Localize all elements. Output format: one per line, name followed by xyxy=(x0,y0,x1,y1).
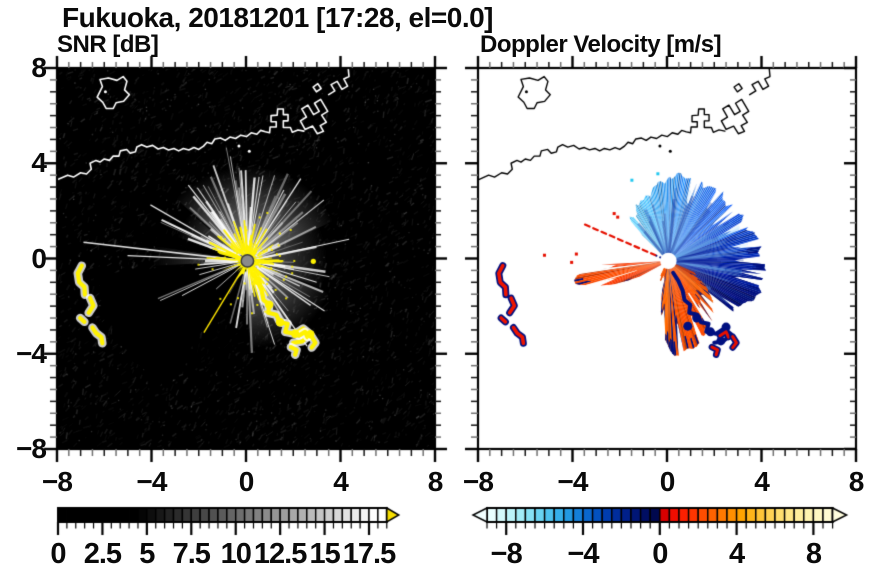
snr-colorbar-tick-label: 7.5 xyxy=(172,538,211,570)
x-axis-tick-label: 0 xyxy=(659,466,676,497)
velocity-panel-title: Doppler Velocity [m/s] xyxy=(480,31,722,58)
x-axis-tick-label: −4 xyxy=(557,466,589,497)
velocity-colorbar-tick-label: −4 xyxy=(567,538,599,570)
page-title: Fukuoka, 20181201 [17:28, el=0.0] xyxy=(62,2,494,33)
velocity-colorbar-tick-label: 0 xyxy=(652,538,668,570)
snr-colorbar-tick-label: 5 xyxy=(139,538,155,570)
y-axis-tick-label: 0 xyxy=(31,242,47,274)
snr-colorbar-tick-label: 17.5 xyxy=(342,538,396,570)
x-axis-tick-label: 0 xyxy=(238,466,255,497)
x-axis-tick-label: −8 xyxy=(42,466,73,497)
snr-colorbar-tick-label: 10 xyxy=(220,538,252,570)
snr-panel-title: SNR [dB] xyxy=(57,31,159,58)
y-axis-tick-label: 4 xyxy=(31,147,47,179)
x-axis-tick-label: 4 xyxy=(333,466,349,497)
snr-colorbar-tick-label: 2.5 xyxy=(83,538,122,570)
snr-colorbar-tick-label: 15 xyxy=(309,538,340,570)
x-axis-tick-label: 4 xyxy=(754,466,770,497)
snr-colorbar-tick-label: 0 xyxy=(50,538,66,570)
velocity-colorbar-tick-label: −8 xyxy=(490,538,523,570)
y-axis-tick-label: −8 xyxy=(16,433,47,464)
snr-colorbar-tick-label: 12.5 xyxy=(253,538,307,570)
y-axis-tick-label: −4 xyxy=(16,337,47,369)
x-axis-tick-label: 8 xyxy=(427,466,444,497)
x-axis-tick-label: −8 xyxy=(463,466,494,497)
x-axis-tick-label: −4 xyxy=(136,466,168,497)
velocity-colorbar-tick-label: 8 xyxy=(805,538,822,570)
y-axis-tick-label: 8 xyxy=(31,52,47,83)
x-axis-tick-label: 8 xyxy=(848,466,865,497)
velocity-colorbar-tick-label: 4 xyxy=(729,538,745,570)
